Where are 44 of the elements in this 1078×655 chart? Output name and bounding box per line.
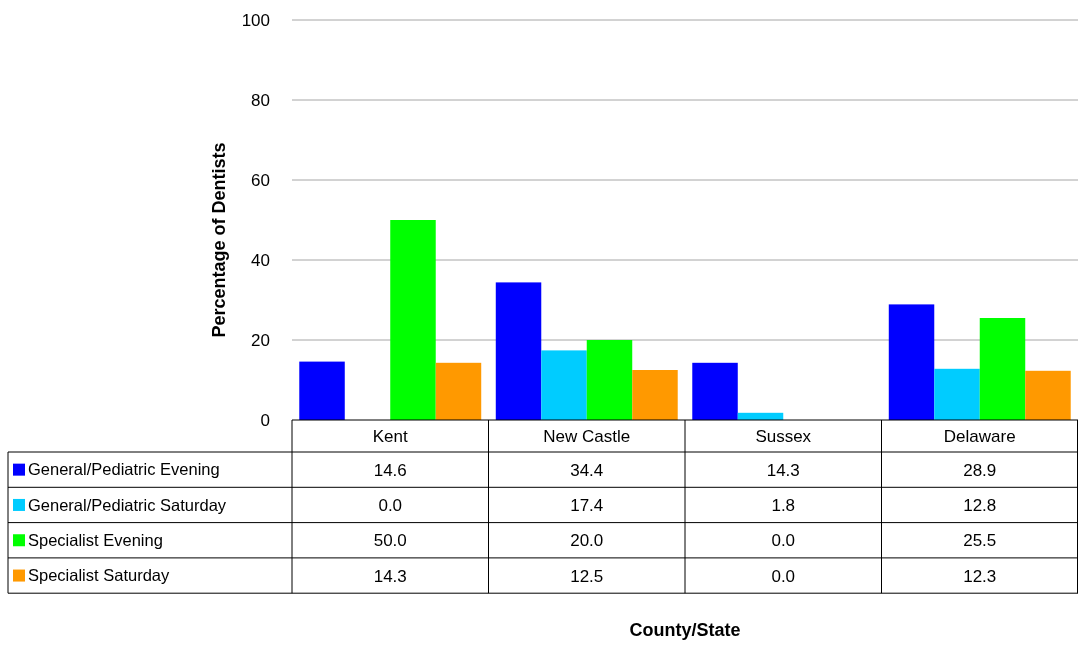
y-tick-label: 20 xyxy=(251,330,270,350)
legend-label: Specialist Saturday xyxy=(28,566,170,585)
data-label: 14.6 xyxy=(373,460,407,480)
y-tick-label: 100 xyxy=(241,10,270,30)
legend-label: General/Pediatric Saturday xyxy=(28,495,227,514)
data-label: 14.3 xyxy=(766,460,800,480)
bar xyxy=(495,282,542,420)
data-label: 34.4 xyxy=(570,460,604,480)
bar xyxy=(979,318,1026,420)
x-tick-label: Kent xyxy=(372,426,409,446)
bar xyxy=(435,362,482,420)
y-tick-label: 0 xyxy=(260,410,270,430)
data-label: 12.3 xyxy=(963,566,997,586)
legend-label: Specialist Evening xyxy=(28,531,163,550)
data-label: 0.0 xyxy=(378,495,403,515)
data-label: 25.5 xyxy=(963,531,997,551)
y-tick-label: 60 xyxy=(251,170,270,190)
bar xyxy=(299,361,345,420)
data-label: 0.0 xyxy=(771,566,796,586)
data-label: 12.8 xyxy=(963,495,997,515)
data-label: 28.9 xyxy=(963,460,997,480)
text: County/State xyxy=(629,620,741,641)
data-label: 20.0 xyxy=(570,531,604,551)
bar xyxy=(1025,370,1071,420)
y-tick-label: 40 xyxy=(251,250,270,270)
bar xyxy=(586,340,633,420)
x-tick-label: Sussex xyxy=(755,426,812,446)
bar xyxy=(692,362,738,420)
y-tick-label: 80 xyxy=(251,90,270,110)
data-label: 12.5 xyxy=(570,566,604,586)
data-label: 17.4 xyxy=(570,495,604,515)
bar xyxy=(632,370,678,420)
x-tick-label: Delaware xyxy=(943,426,1016,446)
data-label: 0.0 xyxy=(771,531,796,551)
bar xyxy=(934,368,980,420)
y-axis-title: Percentage of Dentists xyxy=(209,142,229,338)
data-label: 1.8 xyxy=(771,495,796,515)
bar xyxy=(541,350,587,420)
data-label: 50.0 xyxy=(373,531,407,551)
bar xyxy=(888,304,935,420)
x-tick-label: New Castle xyxy=(543,426,631,446)
bar xyxy=(390,220,436,420)
data-label: 14.3 xyxy=(373,566,407,586)
legend-label: General/Pediatric Evening xyxy=(28,460,220,479)
